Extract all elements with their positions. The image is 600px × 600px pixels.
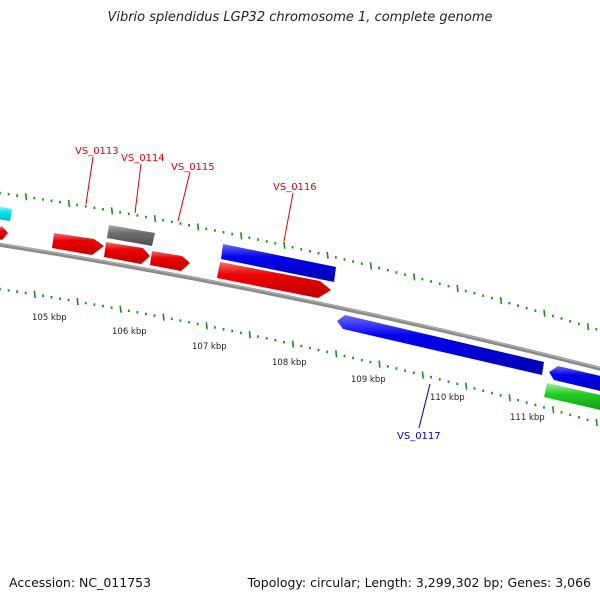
inner-tick [421, 371, 425, 379]
gene-feature-red-edge[interactable] [0, 226, 8, 240]
backbone [0, 242, 600, 371]
outer-tick [499, 297, 503, 305]
gene-feature-blue-right[interactable] [549, 366, 600, 392]
kbp-label-111: 111 kbp [510, 413, 545, 423]
gene-feature-vs0113[interactable] [52, 233, 104, 255]
outer-tick [283, 241, 286, 249]
accession-text: Accession: NC_011753 [9, 575, 152, 590]
outer-tick [24, 193, 28, 201]
gene-label-vs0116[interactable]: VS_0116 [273, 182, 317, 193]
inner-tick [595, 418, 598, 426]
outer-tick [153, 215, 157, 223]
outer-tick [326, 251, 329, 259]
inner-tick [248, 331, 251, 339]
inner-tick [465, 382, 468, 390]
kbp-label-108: 108 kbp [272, 358, 307, 368]
outer-tick [586, 323, 590, 331]
kbp-label-109: 109 kbp [351, 375, 386, 385]
gene-feature-vs0116[interactable] [221, 244, 336, 282]
inner-tick [508, 394, 511, 402]
gene-label-vs0113[interactable]: VS_0113 [75, 146, 119, 157]
kbp-label-107: 107 kbp [192, 342, 227, 352]
outer-tick [369, 262, 373, 270]
inner-tick [291, 340, 295, 348]
outer-tick [196, 223, 200, 231]
gene-feature-cyan[interactable] [0, 206, 12, 221]
outer-tick-ring [0, 191, 598, 331]
inner-tick [119, 305, 122, 313]
inner-tick [552, 406, 555, 414]
kbp-label-110: 110 kbp [430, 393, 465, 403]
outer-tick [456, 284, 459, 293]
inner-tick [335, 350, 338, 358]
gene-labels: VS_0113 VS_0114 VS_0115 VS_0116 VS_0117 [75, 146, 441, 442]
inner-tick [33, 290, 36, 298]
kbp-labels: 105 kbp 106 kbp 107 kbp 108 kbp 109 kbp … [32, 313, 545, 423]
inner-tick [76, 298, 79, 306]
outer-tick [413, 273, 416, 281]
gene-label-vs0117[interactable]: VS_0117 [397, 431, 441, 442]
gene-feature-red-long[interactable] [217, 262, 331, 298]
kbp-label-105: 105 kbp [32, 313, 67, 323]
outer-tick [543, 309, 546, 317]
outer-tick [240, 232, 243, 240]
gene-feature-vs0114[interactable] [107, 225, 155, 246]
gene-feature-red-a[interactable] [104, 242, 150, 264]
inner-tick [162, 313, 165, 321]
gene-feature-vs0117[interactable] [337, 315, 544, 375]
gene-feature-green[interactable] [544, 383, 600, 411]
map-title: Vibrio splendidus LGP32 chromosome 1, co… [107, 10, 493, 25]
gene-feature-vs0115[interactable] [150, 251, 190, 271]
genome-summary-text: Topology: circular; Length: 3,299,302 bp… [247, 575, 591, 590]
gene-label-vs0114[interactable]: VS_0114 [121, 153, 165, 164]
inner-tick-ring [0, 287, 598, 426]
outer-tick [67, 199, 71, 208]
kbp-label-106: 106 kbp [112, 327, 147, 337]
inner-tick [378, 360, 381, 368]
inner-tick [205, 322, 208, 330]
outer-tick [110, 207, 114, 215]
gene-label-vs0115[interactable]: VS_0115 [171, 162, 215, 173]
label-leaders [85, 156, 431, 429]
